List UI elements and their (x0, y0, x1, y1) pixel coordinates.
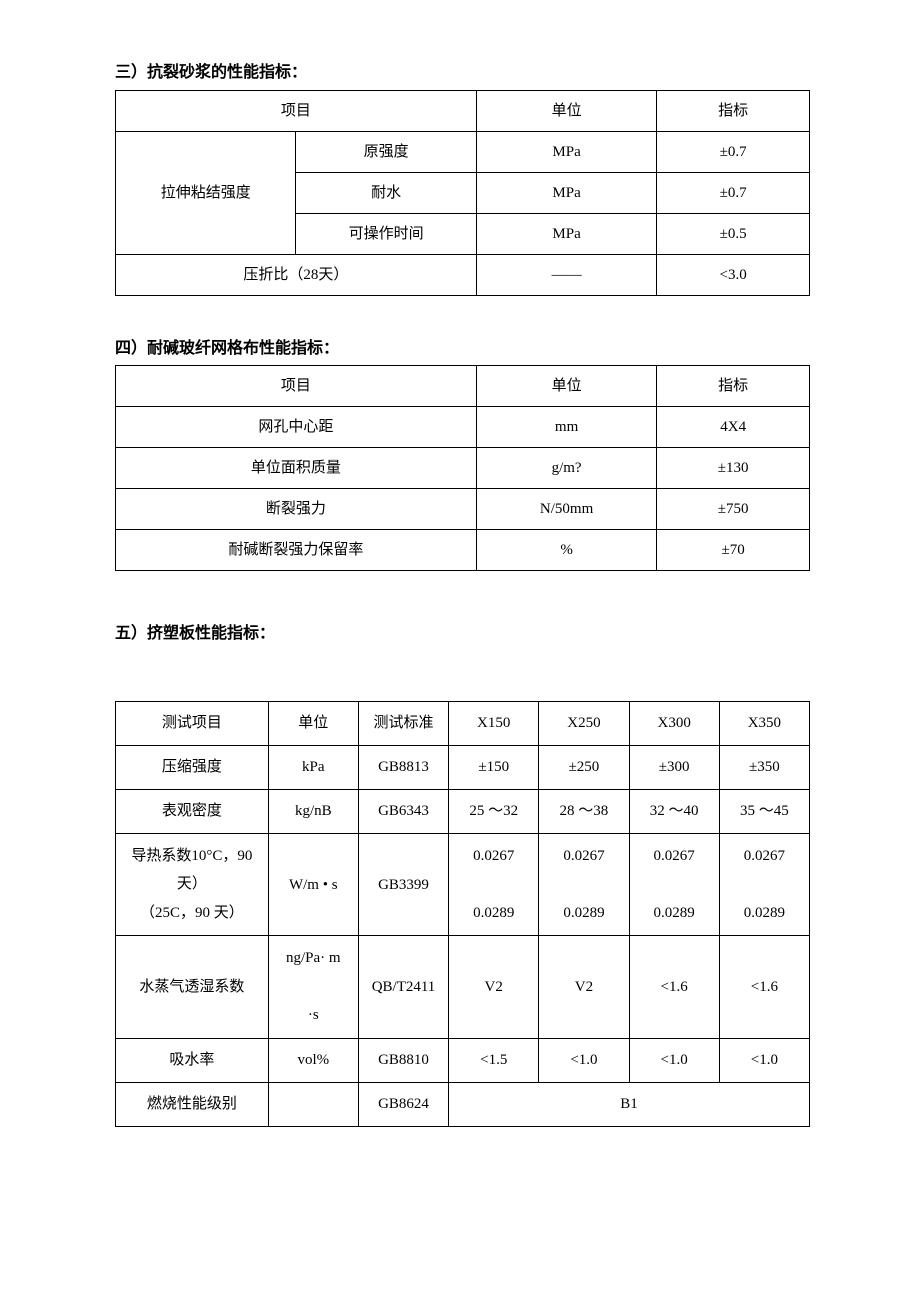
cell: ±0.7 (657, 172, 810, 213)
cell: 35 〜45 (719, 789, 809, 833)
cell: B1 (449, 1082, 810, 1126)
table-row: 导热系数10°C，90 天） （25C，90 天） W/m • s GB3399… (116, 833, 810, 936)
cell: 压缩强度 (116, 745, 269, 789)
cell: GB8810 (358, 1038, 448, 1082)
header: X150 (449, 701, 539, 745)
table-row: 网孔中心距 mm 4X4 (116, 407, 810, 448)
cell: GB3399 (358, 833, 448, 936)
cell: V2 (539, 936, 629, 1039)
cell: <3.0 (657, 254, 810, 295)
header-index: 指标 (657, 366, 810, 407)
table-mortar: 项目 单位 指标 拉伸粘结强度 原强度 MPa ±0.7 耐水 MPa ±0.7… (115, 90, 810, 296)
cell: ±0.7 (657, 131, 810, 172)
header: X250 (539, 701, 629, 745)
cell: ±0.5 (657, 213, 810, 254)
cell: kg/nB (268, 789, 358, 833)
cell: 4X4 (657, 407, 810, 448)
cell: 28 〜38 (539, 789, 629, 833)
cell: 可操作时间 (296, 213, 476, 254)
cell: GB8624 (358, 1082, 448, 1126)
table-row: 测试项目 单位 测试标准 X150 X250 X300 X350 (116, 701, 810, 745)
cell (268, 1082, 358, 1126)
table-row: 断裂强力 N/50mm ±750 (116, 489, 810, 530)
cell: ±350 (719, 745, 809, 789)
header-unit: 单位 (476, 366, 656, 407)
table-mesh: 项目 单位 指标 网孔中心距 mm 4X4 单位面积质量 g/m? ±130 断… (115, 365, 810, 571)
section-4-title: 四）耐碱玻纤网格布性能指标： (115, 336, 810, 362)
cell: 网孔中心距 (116, 407, 477, 448)
header: 测试标准 (358, 701, 448, 745)
table-row: 表观密度 kg/nB GB6343 25 〜32 28 〜38 32 〜40 3… (116, 789, 810, 833)
cell: ng/Pa· m·s (268, 936, 358, 1039)
cell: N/50mm (476, 489, 656, 530)
section-5-title: 五）挤塑板性能指标： (115, 621, 810, 647)
cell: 0.02670.0289 (539, 833, 629, 936)
table-xps: 测试项目 单位 测试标准 X150 X250 X300 X350 压缩强度 kP… (115, 701, 810, 1127)
header: X350 (719, 701, 809, 745)
cell: 水蒸气透湿系数 (116, 936, 269, 1039)
header: 测试项目 (116, 701, 269, 745)
table-row: 压缩强度 kPa GB8813 ±150 ±250 ±300 ±350 (116, 745, 810, 789)
table-row: 单位面积质量 g/m? ±130 (116, 448, 810, 489)
table-row: 项目 单位 指标 (116, 366, 810, 407)
cell: V2 (449, 936, 539, 1039)
header: X300 (629, 701, 719, 745)
cell: 耐碱断裂强力保留率 (116, 530, 477, 571)
header-unit: 单位 (476, 90, 656, 131)
section-3-title: 三）抗裂砂浆的性能指标： (115, 60, 810, 86)
cell: vol% (268, 1038, 358, 1082)
header: 单位 (268, 701, 358, 745)
cell: GB8813 (358, 745, 448, 789)
cell: mm (476, 407, 656, 448)
cell: —— (476, 254, 656, 295)
cell: % (476, 530, 656, 571)
table-row: 水蒸气透湿系数 ng/Pa· m·s QB/T2411 V2 V2 <1.6 <… (116, 936, 810, 1039)
cell-thermal-item: 导热系数10°C，90 天） （25C，90 天） (116, 833, 269, 936)
cell: ±750 (657, 489, 810, 530)
cell: ±130 (657, 448, 810, 489)
cell: <1.0 (629, 1038, 719, 1082)
cell: GB6343 (358, 789, 448, 833)
cell: 断裂强力 (116, 489, 477, 530)
cell: 吸水率 (116, 1038, 269, 1082)
cell: MPa (476, 172, 656, 213)
cell: ±250 (539, 745, 629, 789)
table-row: 耐碱断裂强力保留率 % ±70 (116, 530, 810, 571)
cell: 25 〜32 (449, 789, 539, 833)
table-row: 压折比（28天） —— <3.0 (116, 254, 810, 295)
cell: <1.0 (719, 1038, 809, 1082)
cell: W/m • s (268, 833, 358, 936)
table-row: 吸水率 vol% GB8810 <1.5 <1.0 <1.0 <1.0 (116, 1038, 810, 1082)
cell: 0.02670.0289 (629, 833, 719, 936)
cell: 原强度 (296, 131, 476, 172)
table-row: 拉伸粘结强度 原强度 MPa ±0.7 (116, 131, 810, 172)
cell: 耐水 (296, 172, 476, 213)
cell: 压折比（28天） (116, 254, 477, 295)
header-index: 指标 (657, 90, 810, 131)
cell: QB/T2411 (358, 936, 448, 1039)
cell: ±300 (629, 745, 719, 789)
cell: 燃烧性能级别 (116, 1082, 269, 1126)
cell-tensile-label: 拉伸粘结强度 (116, 131, 296, 254)
cell: <1.0 (539, 1038, 629, 1082)
cell: kPa (268, 745, 358, 789)
cell: 32 〜40 (629, 789, 719, 833)
cell: 0.02670.0289 (449, 833, 539, 936)
cell: <1.5 (449, 1038, 539, 1082)
header-item: 项目 (116, 90, 477, 131)
cell: 单位面积质量 (116, 448, 477, 489)
cell: MPa (476, 213, 656, 254)
cell: <1.6 (629, 936, 719, 1039)
header-item: 项目 (116, 366, 477, 407)
cell: 表观密度 (116, 789, 269, 833)
cell: <1.6 (719, 936, 809, 1039)
cell: ±150 (449, 745, 539, 789)
cell: MPa (476, 131, 656, 172)
cell: ±70 (657, 530, 810, 571)
cell: 0.02670.0289 (719, 833, 809, 936)
table-row: 项目 单位 指标 (116, 90, 810, 131)
cell: g/m? (476, 448, 656, 489)
table-row: 燃烧性能级别 GB8624 B1 (116, 1082, 810, 1126)
